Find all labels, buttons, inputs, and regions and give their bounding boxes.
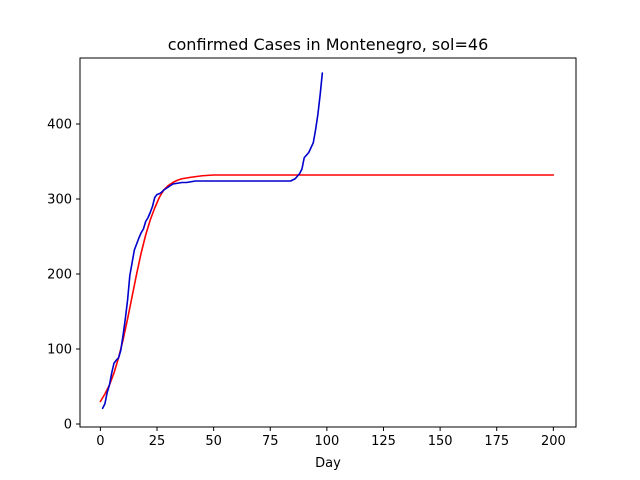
- x-axis-label: Day: [315, 456, 341, 471]
- x-tick-label: 25: [149, 434, 166, 449]
- y-tick-label: 300: [47, 193, 72, 208]
- x-tick-label: 100: [314, 434, 339, 449]
- plot-series: [99, 72, 555, 410]
- series-line-1: [99, 174, 555, 403]
- y-axis-ticks: 0 100 200 300 400: [47, 118, 80, 433]
- series-line-2: [101, 72, 324, 410]
- chart-title: confirmed Cases in Montenegro, sol=46: [168, 35, 489, 54]
- y-tick-label: 200: [47, 268, 72, 283]
- x-tick-label: 0: [96, 434, 104, 449]
- x-tick-label: 75: [262, 434, 279, 449]
- x-tick-label: 125: [371, 434, 396, 449]
- x-tick-label: 175: [484, 434, 509, 449]
- x-tick-label: 50: [205, 434, 222, 449]
- plot-area-frame: [79, 57, 577, 428]
- x-tick-label: 200: [541, 434, 566, 449]
- y-tick-label: 0: [64, 418, 72, 433]
- x-tick-label: 150: [428, 434, 453, 449]
- y-tick-label: 400: [47, 118, 72, 133]
- y-tick-label: 100: [47, 343, 72, 358]
- x-axis-ticks: 0 25 50 75 100 125 150 175 200: [96, 427, 566, 449]
